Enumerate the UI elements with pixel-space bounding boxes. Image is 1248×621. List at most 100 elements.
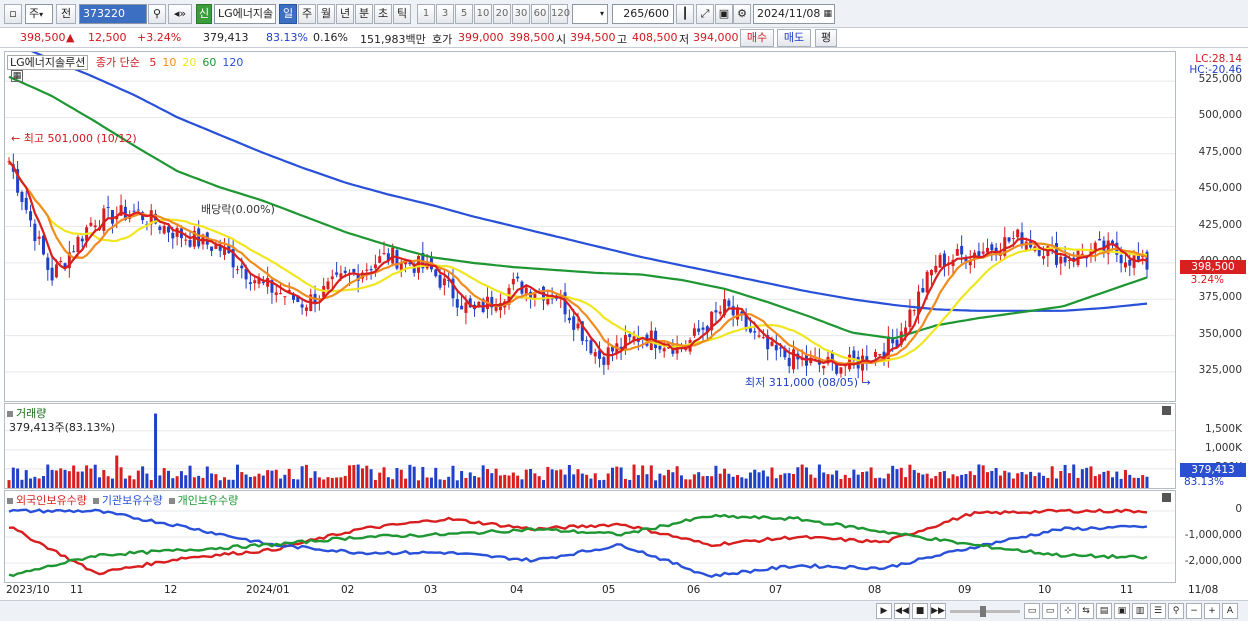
volume-bar (145, 473, 149, 488)
font-icon[interactable]: A (1222, 603, 1238, 619)
holdings-legend-item[interactable]: 기관보유수량 (101, 494, 163, 507)
period-combo[interactable]: 주▾ (25, 4, 53, 24)
volume-bar (460, 471, 464, 488)
ma-legend-item[interactable]: 20 (182, 56, 197, 69)
zoom-out-icon[interactable]: − (1186, 603, 1202, 619)
x-tick: 06 (687, 584, 701, 596)
volume-bar (688, 479, 692, 488)
volume-bar (955, 476, 959, 488)
ma-legend-item[interactable]: 10 (162, 56, 177, 69)
calendar-icon[interactable]: ▦ (823, 9, 832, 19)
layout-icon[interactable]: ▭ (1024, 603, 1040, 619)
candle-body (779, 347, 783, 349)
grid-icon[interactable]: ▦ (11, 70, 23, 82)
sell-button[interactable]: 매도 (777, 29, 811, 47)
close-panel-icon[interactable] (1162, 406, 1171, 415)
minute-button[interactable]: 30 (512, 4, 530, 24)
stock-name-field[interactable]: LG에너지솔 (214, 4, 276, 24)
print-icon[interactable]: ▥ (1132, 603, 1148, 619)
candle-body (610, 346, 614, 352)
volume-bar (1046, 477, 1050, 488)
holdings-legend-item[interactable]: 개인보유수량 (177, 494, 239, 507)
volume-bar (921, 474, 925, 488)
period-button[interactable]: 월 (317, 4, 335, 24)
mini-chart-icon[interactable]: ▤ (1096, 603, 1112, 619)
candle-body (904, 327, 908, 335)
compare-icon[interactable]: ⇆ (1078, 603, 1094, 619)
period-button[interactable]: 일 (279, 4, 297, 24)
candle-body (132, 210, 136, 212)
chart-type-combo[interactable]: ▾ (572, 4, 608, 24)
scroll-right-icon[interactable]: ▶ (876, 603, 892, 619)
new-badge[interactable]: 신 (196, 4, 212, 24)
ma-line-20 (8, 160, 1148, 363)
window-icon[interactable]: ▫ (4, 4, 22, 24)
holdings-line (8, 513, 1148, 578)
period-button[interactable]: 틱 (393, 4, 411, 24)
list-icon[interactable]: ☰ (1150, 603, 1166, 619)
volume-bar (783, 473, 787, 488)
buy-button[interactable]: 매수 (740, 29, 774, 47)
volume-bar (942, 471, 946, 488)
close-panel-icon[interactable] (1162, 493, 1171, 502)
speaker-icon[interactable]: ◂» (168, 4, 192, 24)
gear-icon[interactable]: ⚙ (733, 4, 751, 24)
candle-icon[interactable]: ┃ (676, 4, 694, 24)
volume-bar (947, 478, 951, 488)
volume-bar (986, 472, 990, 488)
zoom-in-icon[interactable]: + (1204, 603, 1220, 619)
minute-button[interactable]: 3 (436, 4, 454, 24)
candle-body (192, 230, 196, 247)
bid-price: 398,500 (509, 31, 555, 44)
crosshair-icon[interactable]: ⊹ (1060, 603, 1076, 619)
volume-bar (304, 464, 308, 488)
save-icon[interactable]: ▣ (715, 4, 733, 24)
rewind-icon[interactable]: ◀◀ (894, 603, 910, 619)
period-button[interactable]: 초 (374, 4, 392, 24)
bottom-nav: ▶ ◀◀ ■ ▶▶ ▭ ▭ ⊹ ⇆ ▤ ▣ ▥ ☰ ⚲ − + A (0, 600, 1248, 621)
volume-bar (649, 465, 653, 488)
minute-button[interactable]: 5 (455, 4, 473, 24)
eval-button[interactable]: 평 (815, 29, 837, 47)
minute-button[interactable]: 120 (550, 4, 570, 24)
price-chart (5, 52, 1175, 383)
price-chart-panel[interactable]: LG에너지솔루션 종가 단순 5 10 20 60 120 ▦ ← 최고 501,000… (4, 51, 1176, 402)
volume-bar (473, 476, 477, 488)
candle-body (1089, 249, 1093, 257)
search-icon[interactable]: ⚲ (148, 4, 166, 24)
stop-icon[interactable]: ■ (912, 603, 928, 619)
layout2-icon[interactable]: ▭ (1042, 603, 1058, 619)
volume-bar (511, 472, 515, 488)
minute-button[interactable]: 60 (531, 4, 549, 24)
minute-button[interactable]: 10 (474, 4, 492, 24)
count-field[interactable]: 265/600 (612, 4, 674, 24)
candle-body (1059, 256, 1063, 264)
volume-bar (1054, 478, 1058, 488)
holdings-legend-item[interactable]: 외국인보유수량 (16, 494, 87, 507)
holdings-panel[interactable]: 외국인보유수량 기관보유수량 개인보유수량 (4, 490, 1176, 583)
scroll-slider[interactable] (950, 606, 1020, 617)
ma-legend-item[interactable]: 60 (202, 56, 217, 69)
prev-button[interactable]: 전 (56, 4, 76, 24)
volume-bar (891, 465, 895, 488)
date-field[interactable]: 2024/11/08 ▦ (753, 4, 835, 24)
volume-bar (33, 476, 37, 488)
ma-legend-item[interactable]: 120 (222, 56, 244, 69)
zoom-icon[interactable]: ⚲ (1168, 603, 1184, 619)
slider-thumb[interactable] (980, 606, 986, 617)
lock-icon[interactable]: ▣ (1114, 603, 1130, 619)
volume-panel[interactable]: 거래량 379,413주(83.13%) (4, 403, 1176, 489)
tools-icon[interactable]: ⤢ (696, 4, 714, 24)
stock-code-input[interactable]: 373220 (79, 4, 147, 24)
ma-legend-item[interactable]: 5 (149, 56, 157, 69)
minute-button[interactable]: 20 (493, 4, 511, 24)
period-button[interactable]: 년 (336, 4, 354, 24)
minute-button[interactable]: 1 (417, 4, 435, 24)
period-button[interactable]: 분 (355, 4, 373, 24)
period-button[interactable]: 주 (298, 4, 316, 24)
volume-bar (438, 479, 442, 488)
candle-body (511, 278, 515, 285)
forward-icon[interactable]: ▶▶ (930, 603, 946, 619)
volume-legend: 거래량 (7, 405, 46, 421)
volume-bar (520, 479, 524, 488)
